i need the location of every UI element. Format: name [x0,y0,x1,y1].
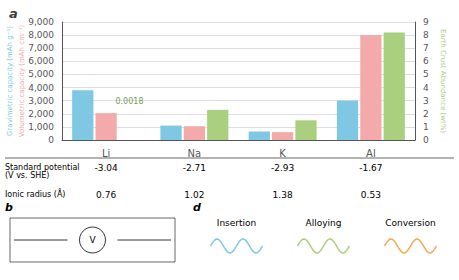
svg-text:4,000: 4,000 [28,83,54,93]
svg-text:5: 5 [423,69,429,79]
svg-text:1.02: 1.02 [184,190,204,200]
svg-text:-2.93: -2.93 [271,163,294,173]
svg-text:1: 1 [423,122,429,132]
svg-text:Na: Na [188,148,202,159]
svg-text:1,000: 1,000 [28,122,54,132]
svg-text:9,000: 9,000 [28,17,54,27]
svg-text:0: 0 [423,135,429,145]
svg-text:Alloying: Alloying [306,218,342,228]
svg-text:8,000: 8,000 [28,30,54,40]
svg-text:0.76: 0.76 [96,190,116,200]
svg-text:Standard potential: Standard potential [5,162,80,172]
svg-text:(V vs. SHE): (V vs. SHE) [5,171,49,180]
svg-text:0.53: 0.53 [361,190,381,200]
svg-text:4: 4 [423,83,429,93]
svg-text:Earth Crust Abundance (wt%): Earth Crust Abundance (wt%) [439,29,447,133]
svg-text:7,000: 7,000 [28,43,54,53]
svg-text:7: 7 [423,43,429,53]
svg-text:b: b [5,201,13,214]
svg-text:2: 2 [423,109,429,119]
svg-text:-3.04: -3.04 [94,163,118,173]
svg-text:0.0018: 0.0018 [115,97,143,106]
svg-text:a: a [9,6,18,21]
svg-text:Gravimetric capacity (mAh g⁻¹): Gravimetric capacity (mAh g⁻¹) [6,26,14,136]
svg-text:6: 6 [423,56,429,66]
svg-text:Ionic radius (Å): Ionic radius (Å) [5,188,65,199]
svg-text:2,000: 2,000 [28,109,54,119]
svg-text:3: 3 [423,96,429,106]
svg-text:0: 0 [48,135,54,145]
svg-text:3,000: 3,000 [28,96,54,106]
svg-text:Al: Al [366,148,376,159]
svg-text:Volumetric capacity (mAh cm⁻³): Volumetric capacity (mAh cm⁻³) [18,25,26,138]
svg-text:-1.67: -1.67 [359,163,382,173]
svg-text:K: K [279,148,286,159]
svg-text:9: 9 [423,17,429,27]
svg-text:Insertion: Insertion [217,218,257,228]
svg-text:8: 8 [423,30,429,40]
svg-text:6,000: 6,000 [28,56,54,66]
svg-text:V: V [89,235,96,245]
svg-text:Li: Li [102,148,110,159]
svg-text:5,000: 5,000 [28,69,54,79]
svg-text:1.38: 1.38 [273,190,293,200]
svg-text:d: d [193,201,201,214]
svg-text:-2.71: -2.71 [183,163,206,173]
svg-text:Conversion: Conversion [385,218,435,228]
